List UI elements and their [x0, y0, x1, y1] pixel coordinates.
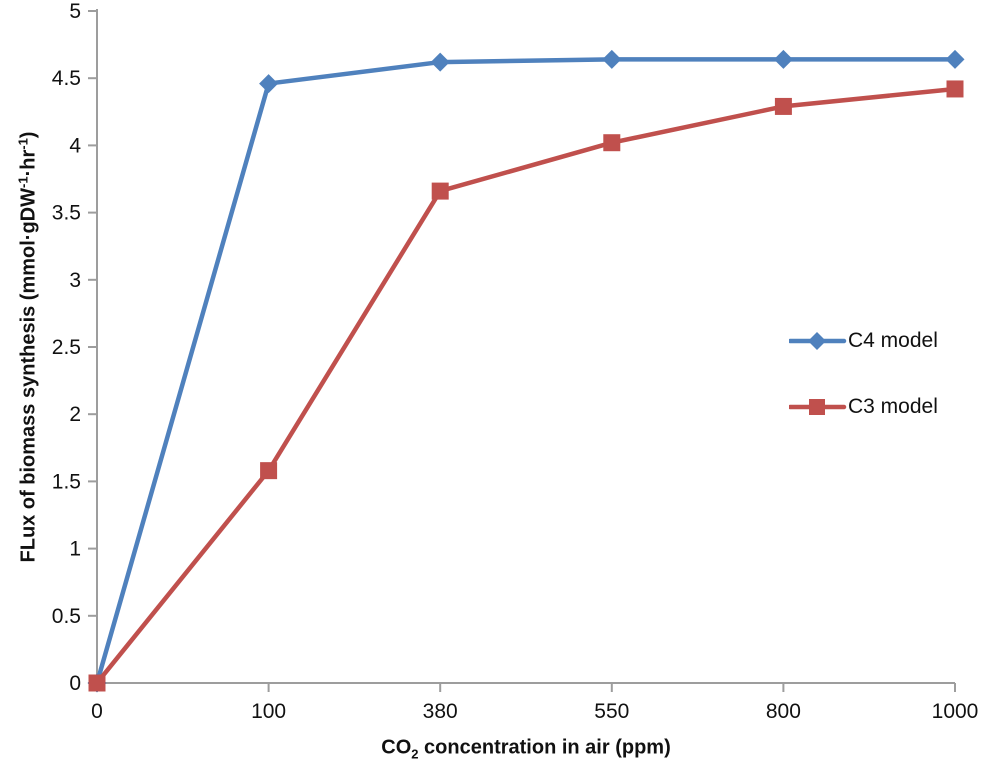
y-tick-label: 2.5 — [52, 336, 81, 359]
diamond-marker — [945, 49, 965, 69]
x-axis-title-sub: 2 — [411, 746, 419, 762]
square-marker — [946, 80, 964, 98]
c3-model-legend-marker-icon — [789, 399, 847, 415]
legend-label-c3-model: C3 model — [848, 395, 938, 418]
x-axis-title: CO2 concentration in air (ppm) — [381, 736, 671, 762]
y-tick-label: 1 — [69, 538, 81, 561]
y-tick-label: 0 — [69, 672, 81, 695]
x-axis-title-text: CO — [381, 736, 412, 759]
y-tick-label: 1.5 — [52, 470, 81, 493]
x-tick-label: 800 — [766, 700, 801, 723]
y-axis-title-sup1: -1 — [15, 176, 31, 188]
x-tick-label: 1000 — [932, 700, 979, 723]
c4-model-legend-marker-icon — [789, 332, 847, 350]
y-axis-title-sup2: -1 — [15, 138, 31, 150]
y-tick-label: 0.5 — [52, 605, 81, 628]
legend-square-marker — [809, 399, 825, 415]
x-axis-title-end: concentration in air (ppm) — [418, 736, 671, 759]
diamond-marker — [602, 49, 622, 69]
square-marker — [260, 462, 278, 480]
diamond-marker — [259, 74, 279, 94]
square-marker — [603, 134, 621, 152]
y-tick-label: 4.5 — [52, 67, 81, 90]
y-tick-label: 4 — [69, 134, 81, 157]
series-line-c3-model — [94, 86, 958, 686]
square-marker — [774, 97, 792, 115]
x-tick-label: 0 — [91, 700, 103, 723]
y-tick-label: 5 — [69, 0, 81, 23]
legend-item-c3-model: C3 model — [789, 395, 938, 419]
series-line-c4-model — [94, 57, 958, 686]
x-tick-label: 380 — [423, 700, 458, 723]
y-tick-label: 3.5 — [52, 202, 81, 225]
x-tick-label: 550 — [594, 700, 629, 723]
square-marker — [431, 182, 449, 200]
y-tick-label: 2 — [69, 403, 81, 426]
y-axis-title-text: FLux of biomass synthesis (mmol·gDW — [17, 187, 40, 563]
y-tick-label: 3 — [69, 269, 81, 292]
legend: C4 model C3 model — [789, 329, 938, 419]
legend-label-c4-model: C4 model — [848, 329, 938, 352]
legend-diamond-marker — [808, 332, 826, 350]
x-tick-label: 100 — [251, 700, 286, 723]
square-marker — [88, 674, 106, 692]
y-axis-title-end: ) — [17, 131, 40, 139]
y-axis-title: FLux of biomass synthesis (mmol·gDW-1·hr… — [15, 131, 41, 563]
y-axis-title-mid: ·hr — [17, 149, 40, 177]
diamond-marker — [430, 52, 450, 72]
diamond-marker — [773, 49, 793, 69]
legend-item-c4-model: C4 model — [789, 329, 938, 353]
